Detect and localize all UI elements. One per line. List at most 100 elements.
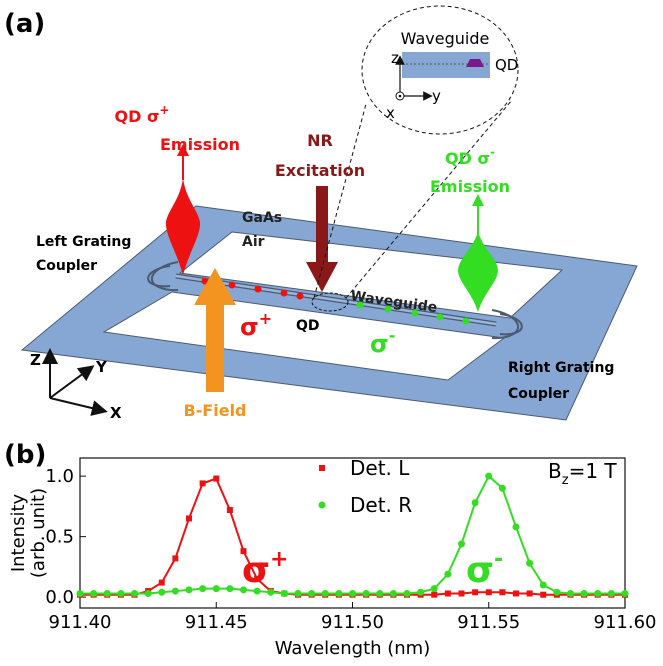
label: QD σ+ bbox=[115, 103, 170, 126]
label: + bbox=[159, 103, 169, 117]
point bbox=[281, 590, 288, 597]
figure: (a) Waveguide z y x bbox=[0, 0, 663, 666]
point bbox=[349, 590, 356, 597]
inset-axis: z bbox=[391, 49, 399, 67]
annotation: σ bbox=[242, 550, 270, 591]
point bbox=[319, 502, 326, 509]
point bbox=[622, 590, 629, 597]
point bbox=[513, 590, 519, 596]
point bbox=[363, 590, 370, 597]
point bbox=[417, 589, 424, 596]
point bbox=[213, 476, 219, 482]
inset-axis: x bbox=[386, 104, 395, 122]
label: B-Field bbox=[183, 401, 246, 420]
point bbox=[158, 589, 165, 596]
axes-glyph bbox=[50, 356, 100, 410]
point bbox=[295, 590, 302, 597]
point bbox=[117, 590, 124, 597]
series bbox=[77, 473, 629, 597]
y-tick-label: 1.0 bbox=[45, 466, 74, 487]
point bbox=[104, 590, 111, 597]
point bbox=[581, 590, 588, 597]
axis-label: Y bbox=[95, 358, 108, 376]
label: QD σ bbox=[115, 107, 160, 126]
legend-label: Det. R bbox=[350, 493, 412, 517]
point bbox=[445, 590, 451, 596]
label: Air bbox=[242, 234, 265, 250]
x-tick-label: 911.55 bbox=[457, 612, 520, 633]
point bbox=[172, 588, 179, 595]
label: NR bbox=[307, 131, 333, 150]
annotation: =1 T bbox=[569, 459, 618, 483]
annotation: Bz=1 T bbox=[548, 459, 617, 488]
annotation: σ- bbox=[466, 547, 503, 591]
panel-label: (b) bbox=[4, 440, 46, 470]
y-axis-label: Intensity bbox=[8, 493, 29, 572]
label: GaAs bbox=[242, 210, 282, 226]
annotation: B bbox=[548, 459, 562, 483]
legend-label: Det. L bbox=[350, 456, 410, 480]
point bbox=[540, 582, 547, 589]
point bbox=[459, 590, 465, 596]
label: + bbox=[259, 309, 272, 328]
label: Excitation bbox=[275, 161, 365, 180]
series bbox=[77, 465, 628, 598]
axis-label: Z bbox=[30, 351, 41, 369]
x-tick-label: 911.45 bbox=[185, 612, 248, 633]
point bbox=[567, 590, 574, 597]
point bbox=[227, 507, 233, 513]
point bbox=[472, 499, 479, 506]
point bbox=[90, 590, 97, 597]
label: QD bbox=[296, 318, 320, 334]
y-tick-label: 0.5 bbox=[45, 527, 74, 548]
point bbox=[335, 590, 342, 597]
label: σ bbox=[370, 330, 389, 358]
y-tick-label: 0.0 bbox=[45, 587, 74, 608]
point bbox=[390, 590, 397, 597]
annotation: σ+ bbox=[242, 547, 288, 591]
annotation: σ bbox=[466, 550, 494, 591]
point bbox=[376, 590, 383, 597]
point bbox=[499, 589, 505, 595]
point bbox=[608, 590, 615, 597]
label: Left Grating bbox=[36, 234, 131, 250]
label: QD σ- bbox=[445, 145, 495, 168]
x-tick-label: 911.40 bbox=[49, 612, 112, 633]
inset-axis: y bbox=[432, 87, 441, 105]
point bbox=[431, 592, 437, 598]
point bbox=[186, 515, 192, 521]
point bbox=[77, 590, 84, 597]
point bbox=[159, 580, 165, 586]
point bbox=[404, 590, 411, 597]
x-tick-label: 911.60 bbox=[594, 612, 657, 633]
point bbox=[594, 590, 601, 597]
label: - bbox=[490, 145, 495, 159]
point bbox=[553, 589, 560, 596]
label: σ bbox=[240, 313, 259, 341]
point bbox=[322, 590, 329, 597]
point bbox=[444, 571, 451, 578]
y-axis-label: (arb. unit) bbox=[28, 488, 49, 578]
annotation: + bbox=[270, 547, 288, 572]
point bbox=[308, 590, 315, 597]
point bbox=[213, 585, 220, 592]
point bbox=[226, 585, 233, 592]
point bbox=[200, 480, 206, 486]
point bbox=[186, 586, 193, 593]
label: Coupler bbox=[508, 386, 569, 402]
point bbox=[431, 585, 438, 592]
label: Emission bbox=[430, 177, 510, 196]
x-axis-label: Wavelength (nm) bbox=[275, 638, 431, 659]
label: Emission bbox=[160, 135, 240, 154]
inset-label: QD bbox=[495, 56, 518, 74]
point bbox=[145, 590, 152, 597]
label: Right Grating bbox=[508, 360, 614, 376]
x-tick-label: 911.50 bbox=[321, 612, 384, 633]
point bbox=[319, 465, 325, 471]
point bbox=[172, 555, 178, 561]
point bbox=[540, 592, 546, 598]
label: QD σ bbox=[445, 149, 490, 168]
inset-title: Waveguide bbox=[401, 29, 490, 48]
annotation: - bbox=[494, 547, 503, 572]
panel-label: (a) bbox=[4, 9, 45, 39]
